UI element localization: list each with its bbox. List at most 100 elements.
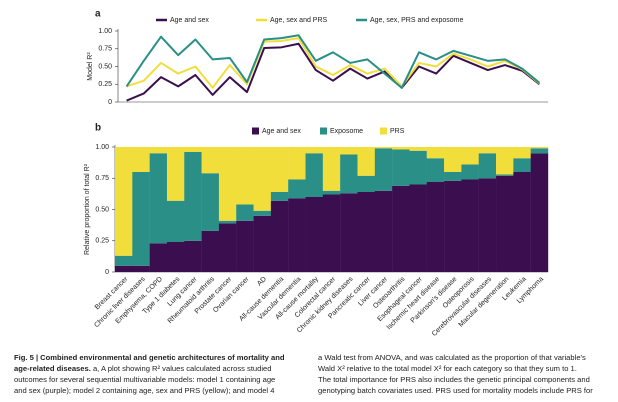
bar-segment [340, 147, 358, 155]
legend-label: Age, sex and PRS [270, 17, 328, 24]
bar-segment [374, 190, 393, 272]
bar-segment [288, 147, 306, 180]
caption-text: a, A plot showing R² values calculated a… [92, 364, 272, 373]
bar-segment [322, 194, 341, 272]
bar-segment [461, 147, 479, 165]
y-tick-label: 0.50 [98, 63, 112, 70]
caption-line: The total importance for PRS also includ… [318, 375, 590, 384]
series-line [125, 34, 541, 89]
legend-label: Exposome [330, 128, 363, 135]
bar-segment [513, 158, 531, 172]
bar-segment [478, 178, 497, 272]
y-tick-label: 0.25 [98, 81, 112, 88]
bar-segment [201, 173, 220, 231]
bar-segment [305, 147, 324, 154]
bar-segment [392, 149, 410, 186]
bar-segment [201, 230, 220, 272]
panel-label: a [95, 9, 101, 20]
bar-segment [444, 180, 462, 272]
y-tick-label: 0.75 [95, 175, 109, 182]
bar-segment [184, 147, 202, 152]
y-tick-label: 0 [108, 99, 112, 106]
bar-segment [132, 172, 150, 266]
bar-segment [253, 215, 272, 272]
bar-segment [184, 152, 202, 241]
bar-segment [115, 147, 133, 256]
legend-swatch [320, 127, 327, 135]
legend-label: PRS [390, 128, 405, 135]
bar-segment [444, 147, 462, 172]
series-line [126, 37, 541, 89]
y-tick-label: 0.75 [98, 46, 112, 53]
bar-segment [322, 147, 341, 191]
panel-label: b [95, 123, 101, 134]
bar-segment [305, 197, 324, 272]
bar-segment [426, 158, 445, 182]
y-tick-label: 0.25 [95, 238, 109, 245]
legend-swatch [380, 127, 387, 135]
y-axis-label: Model R² [87, 52, 94, 81]
bar-segment [496, 147, 514, 175]
bar-segment [149, 147, 168, 154]
bar-segment [149, 243, 168, 272]
bar-segment [374, 147, 393, 149]
bar-segment [426, 147, 445, 159]
bar-segment [409, 184, 427, 272]
legend-label: Age and sex [170, 17, 209, 24]
caption-line: genotyping batch covariates used. PRS us… [318, 386, 593, 395]
legend-label: Age and sex [262, 128, 301, 135]
bar-segment [115, 265, 133, 272]
bar-segment [426, 182, 445, 272]
bar-segment [166, 200, 185, 242]
bar-segment [444, 172, 462, 181]
bar-segment [288, 198, 306, 272]
caption-line: Fig. 5 | Combined environmental and gene… [14, 352, 285, 363]
y-axis-label: Relative proportion of total R² [84, 163, 91, 255]
bar-segment [218, 147, 237, 221]
caption-left: Fig. 5 | Combined environmental and gene… [14, 352, 285, 396]
caption-heading: age-related diseases. [14, 364, 91, 373]
bar-segment [357, 175, 375, 192]
bar-segment [496, 175, 514, 272]
bar-segment [270, 147, 289, 192]
legend-label: Age, sex, PRS and exposome [370, 17, 463, 24]
bar-segment [478, 147, 497, 154]
bar-segment [166, 242, 185, 272]
bar-segment [513, 147, 531, 159]
figure: a Model R² 0 0.25 0.50 0.75 1.00 Age and sex Age… [84, 9, 549, 338]
bar-segment [305, 153, 324, 197]
bar-segment [461, 179, 479, 272]
legend-swatch [252, 127, 259, 135]
caption-heading: Fig. 5 | Combined environmental and gene… [14, 353, 285, 362]
bar-segment [132, 265, 150, 272]
bar-segment [166, 147, 185, 201]
bar-segment [201, 147, 220, 174]
bar-segment [236, 220, 254, 272]
series-line [126, 42, 541, 102]
bar-segment [530, 148, 549, 154]
bar-segment [218, 220, 237, 224]
bar-segment [340, 154, 358, 194]
bar-segment [184, 240, 202, 272]
bar-segment [149, 153, 168, 244]
bar-segment [340, 193, 358, 272]
y-tick-label: 1.00 [98, 28, 112, 35]
caption-line: a Wald test from ANOVA, and was calculat… [318, 353, 586, 362]
bar-segment [530, 147, 549, 149]
bar-segment [218, 223, 237, 272]
bar-segment [374, 148, 393, 191]
caption-line: and sex (purple); model 2 containing age… [14, 386, 275, 395]
bar-segment [409, 147, 427, 151]
y-tick-label: 0 [105, 269, 109, 276]
bar-segment [115, 255, 133, 266]
bar-segment [132, 147, 150, 172]
bar-segment [513, 172, 531, 272]
bar-segment [288, 179, 306, 199]
bar-segment [253, 210, 272, 216]
bar-segment [392, 147, 410, 150]
caption-line: Wald X² relative to the total model X² f… [318, 364, 577, 373]
bar-segment [236, 147, 254, 205]
caption-line: outcomes for several sequential multivar… [14, 375, 276, 384]
bar-segment [270, 192, 289, 201]
